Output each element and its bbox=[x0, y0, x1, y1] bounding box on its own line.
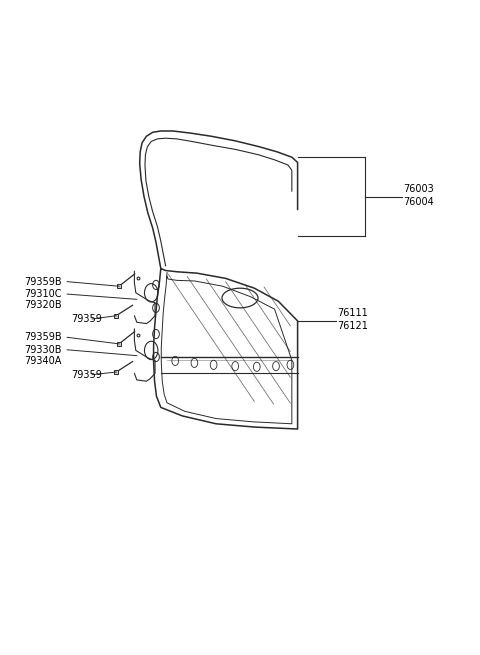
Text: 79340A: 79340A bbox=[24, 356, 61, 366]
Text: 79359B: 79359B bbox=[24, 332, 61, 343]
Text: 79320B: 79320B bbox=[24, 300, 61, 310]
Text: 76003: 76003 bbox=[403, 183, 434, 194]
Text: 76111: 76111 bbox=[337, 308, 368, 318]
Text: 79359: 79359 bbox=[71, 314, 102, 324]
Text: 79359B: 79359B bbox=[24, 276, 61, 287]
Text: 79359: 79359 bbox=[71, 369, 102, 380]
Text: 76121: 76121 bbox=[337, 321, 368, 331]
Text: 79330B: 79330B bbox=[24, 345, 61, 355]
Text: 76004: 76004 bbox=[403, 196, 434, 207]
Text: 79310C: 79310C bbox=[24, 289, 61, 299]
